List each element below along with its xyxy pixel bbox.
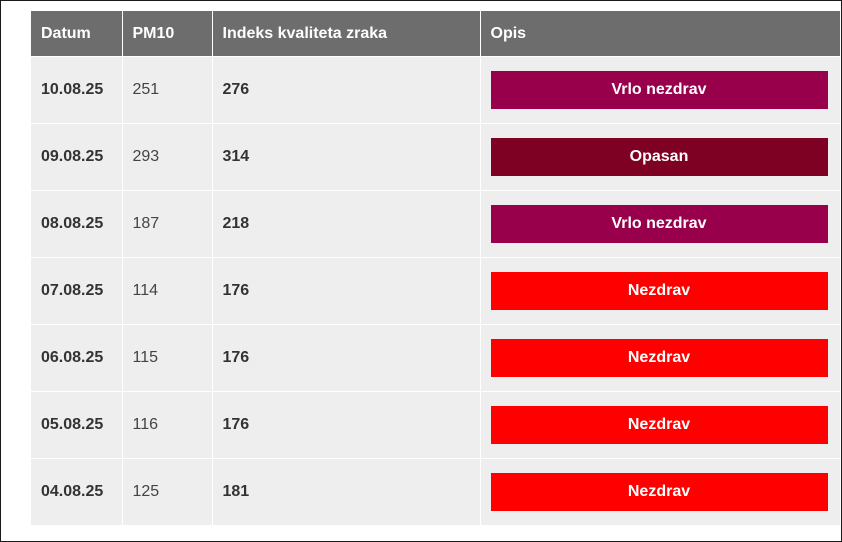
pm10-cell: 115 [122,324,213,392]
index-cell: 176 [212,391,481,459]
table-row: 07.08.25 114 176 Nezdrav [31,257,840,325]
index-cell: 176 [212,324,481,392]
description-cell: Vrlo nezdrav [480,56,840,124]
date-cell: 08.08.25 [31,190,123,258]
description-cell: Opasan [480,123,840,191]
description-cell: Nezdrav [480,324,840,392]
status-badge: Nezdrav [490,406,828,444]
status-badge: Vrlo nezdrav [490,205,828,243]
table-body: 10.08.25 251 276 Vrlo nezdrav 09.08.25 2… [31,56,840,525]
table-row: 05.08.25 116 176 Nezdrav [31,391,840,459]
column-header-description: Opis [480,11,840,57]
pm10-cell: 293 [122,123,213,191]
column-header-pm10: PM10 [122,11,213,57]
pm10-cell: 251 [122,56,213,124]
description-cell: Nezdrav [480,458,840,525]
status-badge: Nezdrav [490,272,828,310]
date-cell: 04.08.25 [31,458,123,525]
status-badge: Opasan [490,138,828,176]
table-row: 10.08.25 251 276 Vrlo nezdrav [31,56,840,124]
column-header-index: Indeks kvaliteta zraka [212,11,481,57]
description-cell: Vrlo nezdrav [480,190,840,258]
index-cell: 276 [212,56,481,124]
table-row: 06.08.25 115 176 Nezdrav [31,324,840,392]
table-row: 04.08.25 125 181 Nezdrav [31,458,840,525]
table-row: 08.08.25 187 218 Vrlo nezdrav [31,190,840,258]
pm10-cell: 114 [122,257,213,325]
status-badge: Vrlo nezdrav [490,71,828,109]
description-cell: Nezdrav [480,257,840,325]
index-cell: 181 [212,458,481,525]
date-cell: 09.08.25 [31,123,123,191]
index-cell: 176 [212,257,481,325]
date-cell: 06.08.25 [31,324,123,392]
date-cell: 10.08.25 [31,56,123,124]
status-badge: Nezdrav [490,473,828,511]
description-cell: Nezdrav [480,391,840,459]
table-header: Datum PM10 Indeks kvaliteta zraka Opis [31,11,840,57]
table-row: 09.08.25 293 314 Opasan [31,123,840,191]
status-badge: Nezdrav [490,339,828,377]
pm10-cell: 125 [122,458,213,525]
header-row: Datum PM10 Indeks kvaliteta zraka Opis [31,11,840,57]
date-cell: 07.08.25 [31,257,123,325]
air-quality-table: Datum PM10 Indeks kvaliteta zraka Opis 1… [31,11,840,525]
index-cell: 314 [212,123,481,191]
pm10-cell: 116 [122,391,213,459]
date-cell: 05.08.25 [31,391,123,459]
column-header-date: Datum [31,11,123,57]
index-cell: 218 [212,190,481,258]
pm10-cell: 187 [122,190,213,258]
